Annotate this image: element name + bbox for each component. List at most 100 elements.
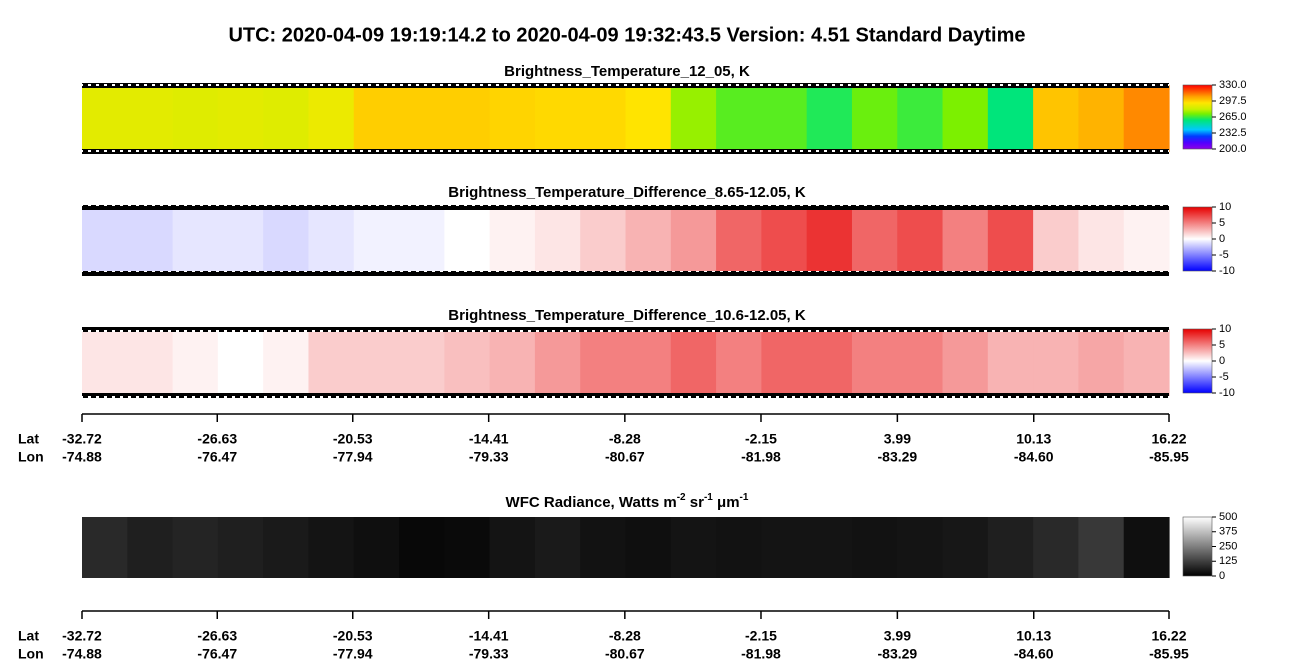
colorbar-tick-label: 500	[1219, 511, 1237, 523]
colorbar-tick-label: -10	[1219, 265, 1235, 277]
heat-cell	[489, 207, 536, 274]
colorbar-tick-label: 0	[1219, 233, 1225, 245]
heat-cell	[716, 517, 762, 578]
heat-cell	[399, 85, 445, 152]
colorbar-tick-label: 297.5	[1219, 95, 1247, 107]
heat-cell	[127, 517, 174, 578]
heat-cell	[897, 329, 944, 396]
lon-tick-label: -83.29	[878, 449, 918, 465]
lon-tick-label: -79.33	[469, 449, 509, 465]
lon-tick-label: -84.60	[1014, 449, 1054, 465]
lat-tick-label: -8.28	[609, 628, 641, 644]
panel-title: WFC Radiance, Watts m-2 sr-1 μm-1	[506, 492, 749, 511]
heat-cell	[761, 517, 808, 578]
heat-cell	[172, 517, 219, 578]
title-part: -1	[740, 492, 749, 503]
track-edge	[82, 205, 1169, 210]
title-part: sr	[686, 494, 705, 511]
lon-tick-label: -85.95	[1149, 646, 1189, 662]
heat-cell	[987, 517, 1034, 578]
heat-cell	[942, 207, 989, 274]
lat-tick-label: -2.15	[745, 431, 777, 447]
heat-cell	[580, 329, 627, 396]
heat-cell	[1123, 207, 1170, 274]
heat-cell	[942, 517, 989, 578]
lat-tick-label: -2.15	[745, 628, 777, 644]
heat-cell	[444, 517, 491, 578]
heat-cell	[127, 207, 174, 274]
heat-cell	[897, 85, 944, 152]
heat-cell	[217, 207, 264, 274]
track-edge	[82, 393, 1169, 398]
lon-tick-label: -85.95	[1149, 449, 1189, 465]
heat-cell	[308, 517, 355, 578]
lat-tick-label: -26.63	[197, 628, 237, 644]
lat-tick-label: 10.13	[1016, 628, 1051, 644]
heat-cell	[534, 517, 581, 578]
heat-cell	[172, 207, 219, 274]
title-part: WFC Radiance, Watts m	[506, 494, 677, 511]
colorbar-tick-label: -5	[1219, 249, 1229, 261]
heat-cell	[308, 329, 355, 396]
heat-cell	[1123, 329, 1170, 396]
heat-cell	[670, 207, 717, 274]
heat-cell	[1033, 85, 1080, 152]
heat-cell	[1033, 329, 1080, 396]
lat-label: Lat	[18, 431, 39, 447]
heat-cell	[263, 207, 310, 274]
colorbar-tick-label: 0	[1219, 570, 1225, 582]
track-edge	[82, 327, 1169, 332]
lat-label: Lat	[18, 628, 39, 644]
heat-cell	[82, 207, 128, 274]
heat-cell	[987, 85, 1034, 152]
lon-tick-label: -79.33	[469, 646, 509, 662]
colorbar	[1182, 206, 1213, 272]
colorbar	[1182, 84, 1213, 150]
heat-cell	[987, 207, 1034, 274]
heat-cell	[897, 207, 944, 274]
track-edge	[82, 271, 1169, 276]
heat-cell	[127, 85, 174, 152]
heat-cell	[1123, 85, 1170, 152]
colorbar-tick-label: -10	[1219, 387, 1235, 399]
lat-tick-label: -14.41	[469, 628, 509, 644]
colorbar-tick-label: 125	[1219, 555, 1237, 567]
lon-tick-label: -77.94	[333, 449, 373, 465]
heat-cell	[761, 85, 808, 152]
track-edge	[82, 83, 1169, 88]
lat-tick-label: -20.53	[333, 628, 373, 644]
lon-tick-label: -74.88	[62, 449, 102, 465]
heat-cell	[534, 85, 581, 152]
colorbar-tick-label: 10	[1219, 323, 1231, 335]
lon-tick-label: -80.67	[605, 646, 645, 662]
heat-cell	[82, 517, 128, 578]
heat-cell	[308, 207, 355, 274]
heat-cell	[444, 207, 491, 274]
heat-cell	[761, 207, 808, 274]
title-part: -2	[677, 492, 686, 503]
lon-tick-label: -81.98	[741, 646, 781, 662]
colorbar-tick-label: 232.5	[1219, 127, 1247, 139]
heat-cell	[1123, 517, 1170, 578]
heat-cell	[670, 85, 717, 152]
panel-title: Brightness_Temperature_Difference_10.6-1…	[448, 307, 806, 324]
heat-cell	[806, 85, 853, 152]
heat-cell	[217, 329, 264, 396]
heat-cell	[353, 85, 400, 152]
heat-cell	[399, 517, 445, 578]
colorbar	[1182, 516, 1213, 577]
colorbar-tick-label: 330.0	[1219, 79, 1247, 91]
heat-cell	[1033, 207, 1080, 274]
lon-label: Lon	[18, 449, 44, 465]
heat-cell	[670, 329, 717, 396]
heat-cell	[263, 517, 310, 578]
heat-cell	[1078, 329, 1125, 396]
panel-title: Brightness_Temperature_Difference_8.65-1…	[448, 184, 806, 201]
heat-cell	[806, 329, 853, 396]
heat-cell	[172, 85, 219, 152]
colorbar-tick-label: 265.0	[1219, 111, 1247, 123]
lon-label: Lon	[18, 646, 44, 662]
lon-tick-label: -74.88	[62, 646, 102, 662]
colorbar-tick-label: -5	[1219, 371, 1229, 383]
heat-cell	[1078, 207, 1125, 274]
